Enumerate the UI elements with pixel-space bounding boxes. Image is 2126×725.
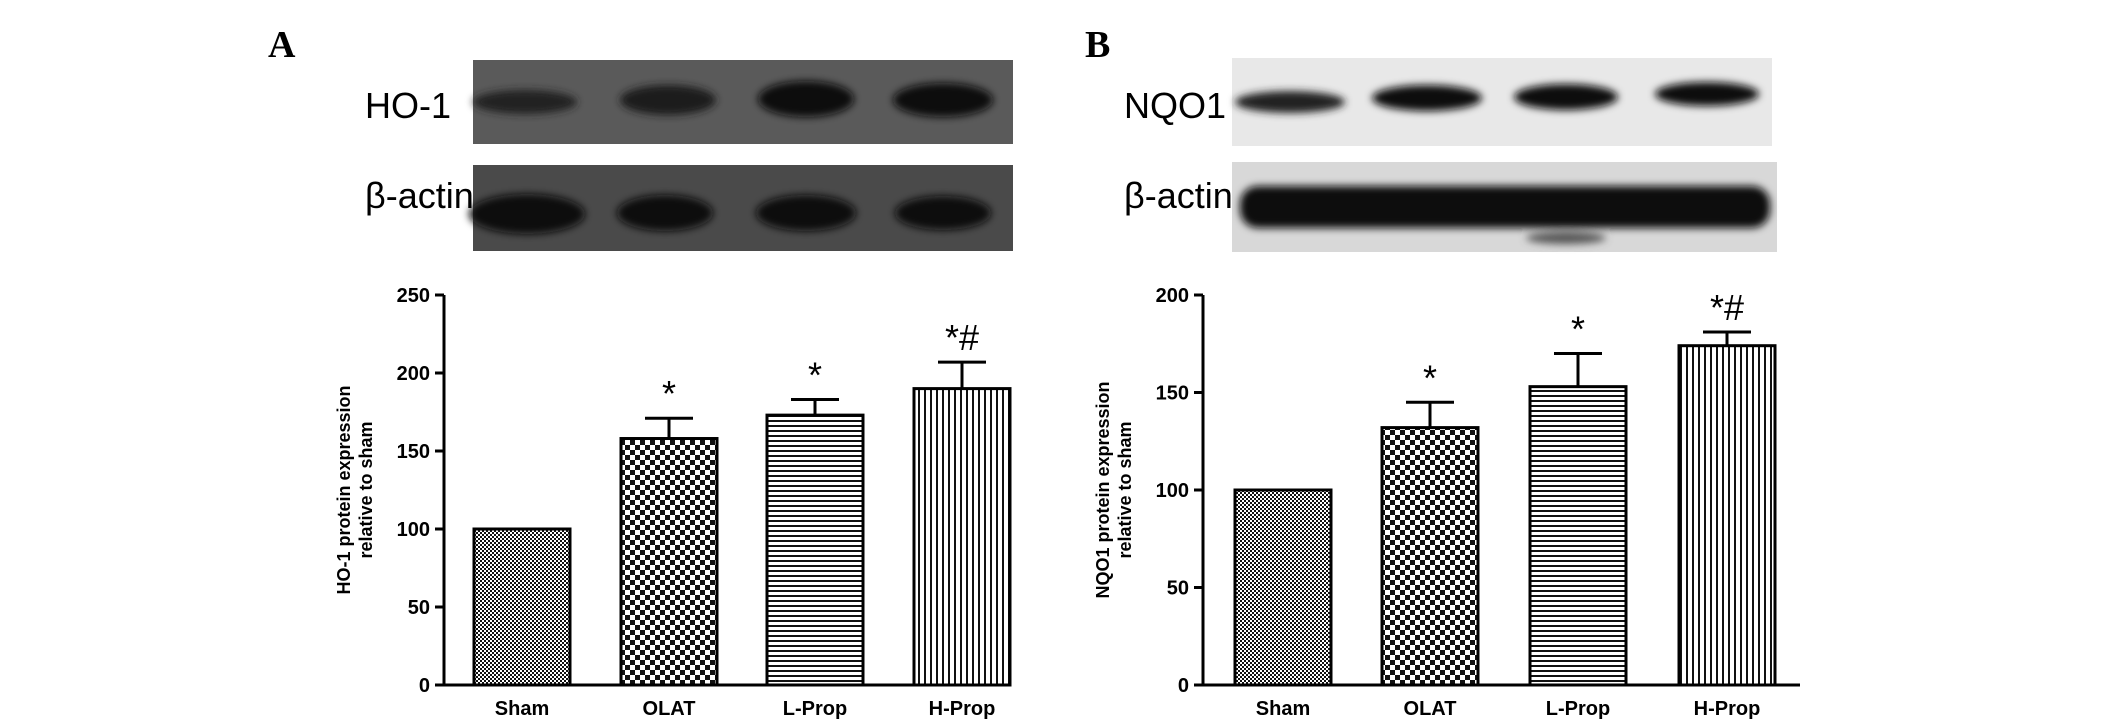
bar — [619, 437, 719, 687]
panel-a: A HO-1 β-actin 0 50 100 150 200 250 HO-1 prote… — [268, 24, 1013, 720]
bar — [1233, 488, 1333, 687]
panel-letter-b: B — [1085, 24, 1110, 66]
bar — [912, 387, 1012, 687]
x-tick-label: Sham — [1256, 698, 1310, 720]
y-tick-label: 50 — [1167, 578, 1189, 600]
blot-ho1-bands — [473, 81, 993, 117]
blot-band — [893, 83, 993, 117]
blot-band — [1240, 186, 1770, 228]
panel-b: B NQO1 β-actin 0 50 100 150 200 NQO1 protein … — [1085, 24, 1800, 720]
blot-band — [895, 196, 991, 230]
blot-label-actin-a: β-actin — [365, 175, 474, 216]
y-tick-label: 200 — [397, 363, 430, 385]
y-axis-title: NQO1 protein expression — [1093, 381, 1113, 598]
blot-label-nqo1: NQO1 — [1124, 85, 1226, 126]
bar — [1528, 385, 1628, 687]
significance-label: *# — [1710, 287, 1744, 328]
blot-label-actin-b: β-actin — [1124, 175, 1233, 216]
y-tick-label: 0 — [1178, 675, 1189, 697]
chart-a: 0 50 100 150 200 250 HO-1 protein expression re… — [334, 285, 1012, 720]
x-tick-label: H-Prop — [1694, 698, 1761, 720]
blot-band — [1235, 91, 1345, 113]
y-tick-label: 150 — [397, 441, 430, 463]
y-tick-label: 150 — [1156, 383, 1189, 405]
x-tick-label: OLAT — [643, 698, 696, 720]
significance-label: * — [808, 355, 822, 396]
blot-band — [758, 81, 854, 117]
x-tick-label: Sham — [495, 698, 549, 720]
bar — [1380, 426, 1480, 687]
y-tick-label: 100 — [397, 519, 430, 541]
significance-label: * — [662, 373, 676, 414]
x-tick-label: L-Prop — [1546, 698, 1610, 720]
blot-band — [1372, 85, 1482, 111]
blot-nqo1-bands — [1235, 82, 1759, 113]
significance-label: * — [1423, 357, 1437, 398]
y-tick-label: 250 — [397, 285, 430, 307]
y-tick-label: 100 — [1156, 480, 1189, 502]
bar — [472, 527, 572, 687]
y-axis-title: HO-1 protein expression — [334, 385, 354, 594]
blot-band — [1514, 84, 1618, 110]
blot-band — [617, 195, 713, 231]
blot-band — [469, 194, 585, 234]
y-axis-title: relative to sham — [356, 421, 376, 558]
blot-band — [1655, 82, 1759, 106]
bar — [1677, 344, 1777, 687]
blot-band — [756, 195, 856, 231]
bar — [765, 413, 865, 687]
chart-b: 0 50 100 150 200 NQO1 protein expression relat… — [1093, 285, 1800, 720]
x-tick-label: L-Prop — [783, 698, 847, 720]
blot-band — [1526, 232, 1606, 244]
panel-letter-a: A — [268, 24, 296, 66]
blot-actin-a-bands — [469, 194, 991, 234]
y-tick-label: 50 — [408, 597, 430, 619]
y-tick-label: 200 — [1156, 285, 1189, 307]
x-tick-label: H-Prop — [929, 698, 996, 720]
blot-band — [620, 85, 716, 115]
significance-label: *# — [945, 317, 979, 358]
blot-label-ho1: HO-1 — [365, 85, 451, 126]
blot-actin-b-bands — [1240, 186, 1770, 244]
y-tick-label: 0 — [419, 675, 430, 697]
significance-label: * — [1571, 309, 1585, 350]
y-axis-title: relative to sham — [1115, 421, 1135, 558]
blot-band — [473, 90, 577, 114]
x-tick-label: OLAT — [1404, 698, 1457, 720]
